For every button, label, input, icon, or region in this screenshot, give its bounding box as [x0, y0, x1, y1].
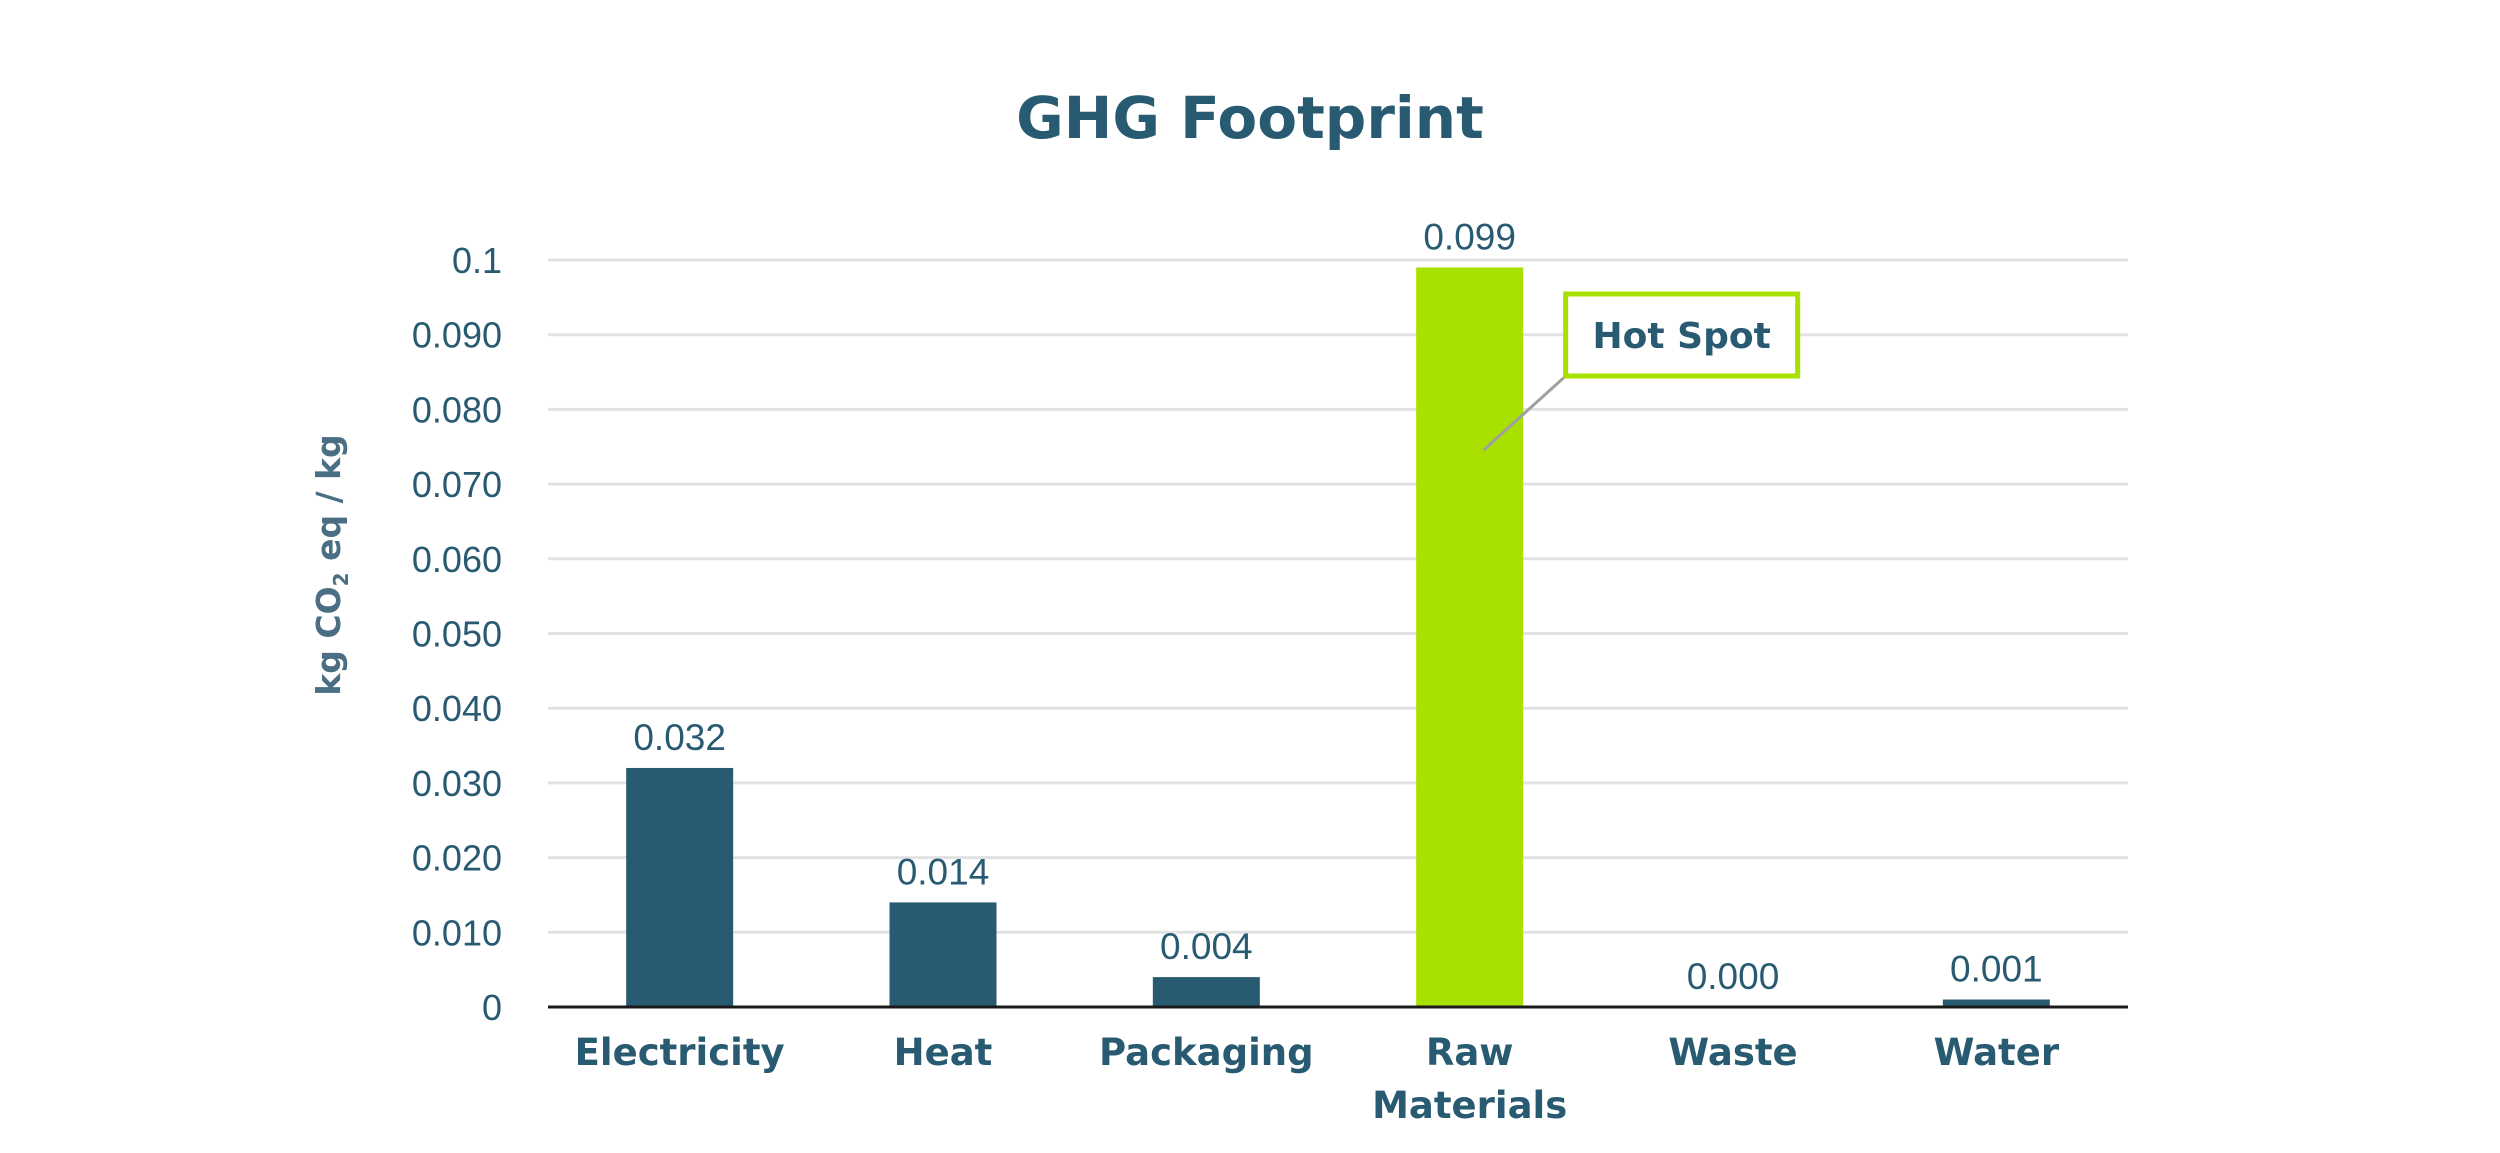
data-label: 0.099: [1423, 216, 1516, 257]
x-tick-label-line: Water: [1934, 1031, 2060, 1074]
y-tick-label: 0.010: [412, 912, 502, 953]
y-tick-label: 0.080: [412, 389, 502, 430]
x-tick-label-line: Packaging: [1099, 1031, 1314, 1074]
x-tick-label-line: Electricity: [575, 1031, 785, 1074]
y-tick-label: 0.1: [452, 240, 502, 281]
y-tick-label: 0: [482, 987, 502, 1028]
callout-leader-line: [1482, 374, 1567, 452]
data-label: 0.032: [633, 717, 726, 758]
x-tick-label: Packaging: [1099, 1031, 1314, 1074]
x-tick-label: Waste: [1668, 1031, 1797, 1074]
data-label: 0.000: [1687, 956, 1780, 997]
x-tick-label: Water: [1934, 1031, 2060, 1074]
svg-text:kg CO2 eq / kg: kg CO2 eq / kg: [309, 434, 353, 695]
callout-box: [1563, 291, 1801, 379]
y-tick-label: 0.030: [412, 763, 502, 804]
bar-raw-materials: [1416, 267, 1524, 1008]
y-axis-ticks: 0 0.010 0.020 0.030 0.040 0.050 0.060 0.070 0.08…: [412, 240, 502, 1028]
bar-heat: [889, 902, 997, 1007]
x-tick-label-line: Waste: [1668, 1031, 1797, 1074]
x-tick-label-line: Materials: [1372, 1084, 1567, 1127]
x-tick-label: Heat: [894, 1031, 993, 1074]
data-label: 0.014: [897, 851, 990, 892]
y-tick-label: 0.040: [412, 688, 502, 729]
bar-water: [1942, 999, 2050, 1007]
x-tick-label-line: Raw: [1426, 1031, 1514, 1074]
hot-spot-callout: Hot Spot: [1482, 291, 1801, 452]
gridlines: [548, 258, 2128, 934]
callout-text: Hot Spot: [1593, 316, 1771, 357]
y-axis-title: kg CO2 eq / kg: [309, 434, 353, 695]
data-label: 0.004: [1160, 926, 1253, 967]
y-tick-label: 0.020: [412, 838, 502, 879]
x-tick-label: Raw Materials: [1372, 1031, 1567, 1127]
y-tick-label: 0.050: [412, 614, 502, 655]
y-tick-label: 0.060: [412, 539, 502, 580]
y-tick-label: 0.090: [412, 315, 502, 356]
y-axis-title-subscript: 2: [329, 572, 353, 586]
data-label: 0.001: [1950, 949, 2043, 990]
bar-packaging: [1152, 977, 1260, 1007]
x-tick-label: Electricity: [575, 1031, 785, 1074]
x-tick-label-line: Heat: [894, 1031, 993, 1074]
bars: 0.032 0.014 0.004 0.099 0.000 0.001: [626, 216, 2050, 1008]
y-tick-label: 0.070: [412, 464, 502, 505]
y-axis-title-unit: eq / kg: [309, 434, 348, 572]
x-axis-labels: Electricity Heat Packaging Raw Materials Wast…: [575, 1031, 2060, 1127]
bar-electricity: [626, 767, 734, 1007]
y-axis-title-main: kg CO: [309, 586, 348, 695]
chart-title: GHG Footprint: [1016, 84, 1484, 152]
